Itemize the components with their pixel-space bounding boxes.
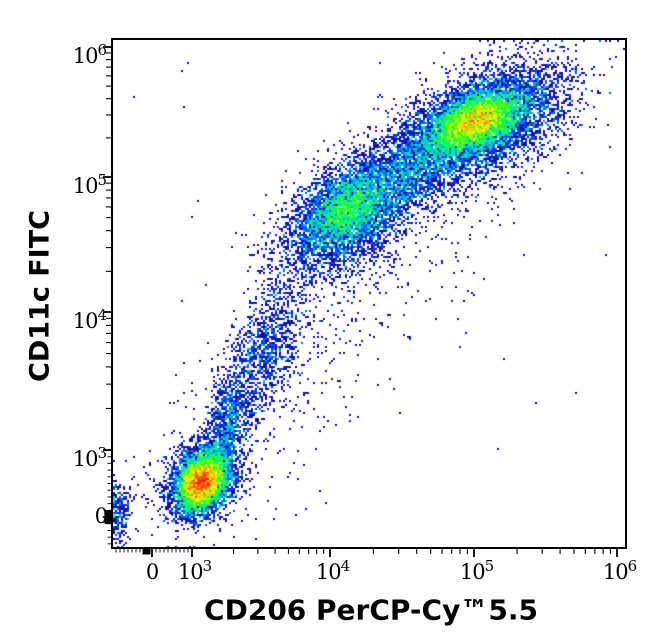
y-tick-label-1000000: 106 (72, 40, 107, 68)
x-tick-label-1000000: 106 (602, 557, 638, 584)
y-tick-label-100000: 105 (72, 170, 107, 198)
x-tick-label-0: 0 (145, 560, 159, 584)
y-axis-label: CD11c FITC (24, 210, 56, 382)
x-tick-label-1000: 103 (177, 557, 213, 584)
y-tick-label-0: 0 (94, 504, 108, 529)
y-tick-label-10000: 104 (72, 306, 107, 333)
x-tick-label-100000: 105 (459, 557, 495, 584)
density-canvas (113, 40, 625, 547)
x-tick-label-10000: 104 (315, 557, 351, 584)
x-axis-label: CD206 PerCP-Cy™5.5 (204, 593, 538, 627)
y-tick-label-1000: 103 (72, 444, 107, 471)
